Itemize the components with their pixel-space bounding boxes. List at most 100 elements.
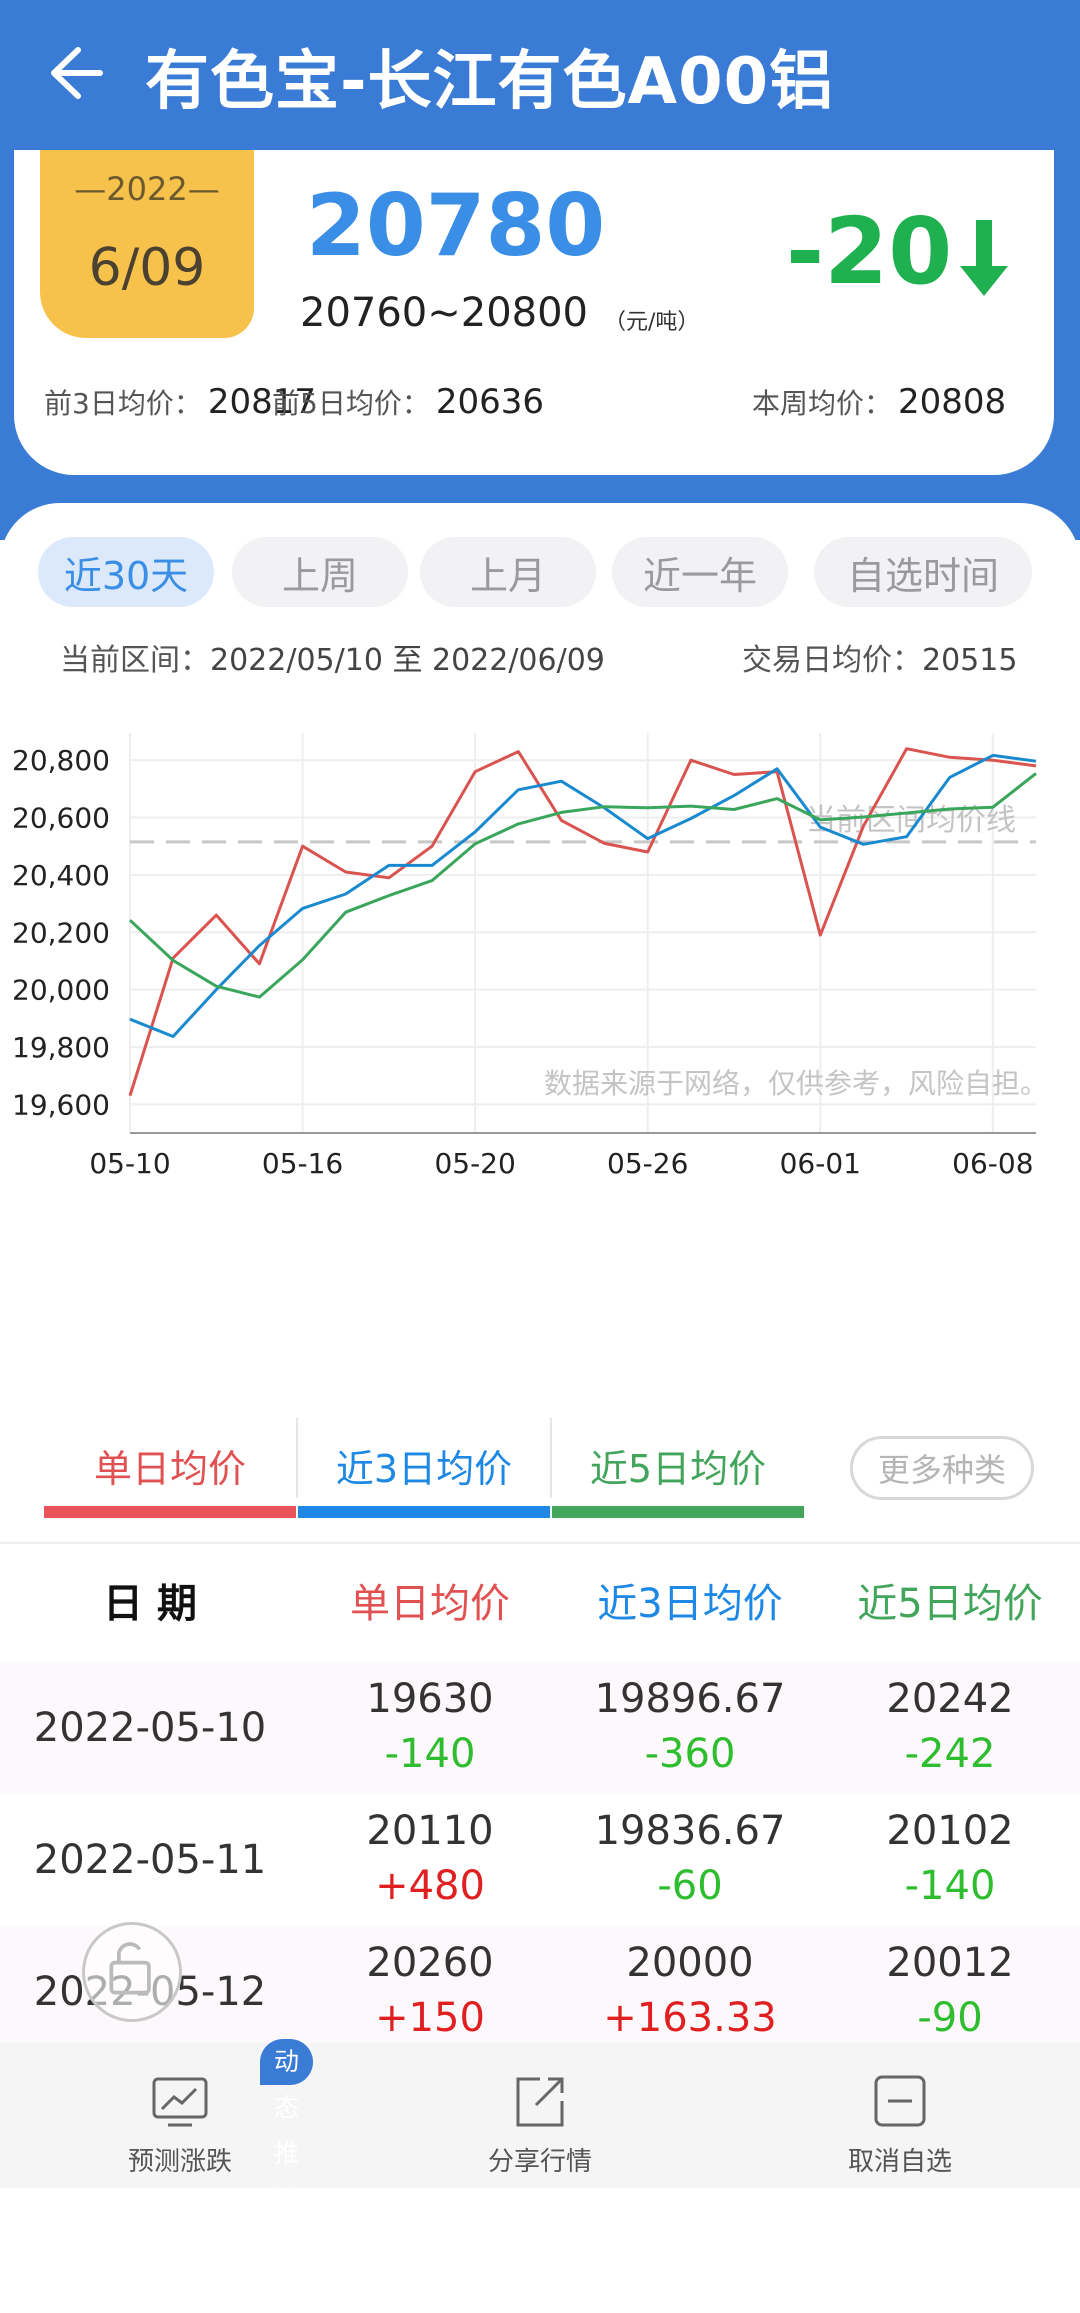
week-avg: 本周均价： 20808 [752,382,1006,422]
cell-3day: 19896.67 -360 [560,1672,820,1782]
avg5-label: 前5日均价： [272,387,430,420]
series-line-1 [129,753,1037,1038]
y-tick-label: 20,400 [12,859,110,892]
trading-avg-value: 20515 [922,643,1018,678]
predict-label: 预测涨跌 [127,2147,232,2177]
x-tick-label: 05-26 [607,1147,688,1180]
cell-change: -90 [917,1995,983,2041]
floating-widget-button[interactable] [82,1922,182,2022]
header-5day: 近5日均价 [857,1581,1043,1627]
share-button[interactable]: 分享行情 [420,2043,660,2188]
minus-square-icon [870,2071,930,2131]
divider [296,1418,298,1498]
predict-button[interactable]: 动态推算 预测涨跌 [60,2039,314,2214]
header-daily: 单日均价 [350,1581,510,1627]
y-tick-label: 20,000 [12,974,110,1007]
range-label: 当前区间： [60,643,210,678]
cell-change: -242 [904,1731,996,1777]
series-line-2 [128,772,1037,999]
legend-5day[interactable]: 近5日均价 [552,1418,804,1518]
header-date: 日 期 [103,1581,197,1627]
cell-daily: 20260 +150 [300,1936,560,2046]
tab-last-week[interactable]: 上周 [232,537,408,607]
cell-value: 20000 [626,1940,754,1986]
legend-5day-label: 近5日均价 [589,1447,767,1491]
cell-change: -360 [644,1731,736,1777]
chart-svg: 20,800 20,600 20,400 20,200 20,000 19,800 19,6… [12,733,1048,1180]
cell-change: +150 [375,1995,485,2041]
legend-5day-bar [552,1506,804,1518]
y-tick-label: 20,800 [12,744,110,777]
unfollow-button[interactable]: 取消自选 [780,2043,1020,2188]
cell-3day: 19836.67 -60 [560,1804,820,1914]
date-year: —2022— [74,170,220,208]
legend-3day-bar [298,1506,550,1518]
cell-3day: 20000 +163.33 [560,1936,820,2046]
bottom-toolbar: 动态推算 预测涨跌 分享行情 取消自选 [0,2039,1080,2214]
date-tag: —2022— 6/09 [40,150,254,338]
current-price: 20780 [306,176,606,276]
legend-3day[interactable]: 近3日均价 [298,1418,550,1518]
legend-daily[interactable]: 单日均价 [44,1418,296,1518]
price-unit: （元/吨） [604,310,700,335]
cell-value: 19836.67 [594,1808,786,1854]
date-month-day: 6/09 [88,238,206,298]
y-tick-label: 20,200 [12,916,110,949]
week-avg-value: 20808 [898,382,1007,422]
avg5-value: 20636 [435,382,544,422]
cell-value: 19630 [366,1676,494,1722]
range-value: 2022/05/10 至 2022/06/09 [210,643,605,678]
table-row: 2022-05-11 20110 +480 19836.67 -60 20102 -1… [0,1794,1080,1926]
series-line-0 [128,747,1037,1097]
cell-daily: 20110 +480 [300,1804,560,1914]
y-tick-label: 19,600 [12,1088,110,1121]
watermark-text: 数据来源于网络，仅供参考，风险自担。 [544,1067,1048,1100]
more-types-button[interactable]: 更多种类 [850,1436,1034,1500]
trading-avg: 交易日均价：20515 [742,635,1017,679]
unfollow-label: 取消自选 [847,2147,952,2177]
series-legend: 单日均价 近3日均价 近5日均价 [44,1418,804,1518]
price-card: —2022— 6/09 20780 20760~20800 （元/吨） -20 … [14,150,1054,475]
cell-value: 20110 [366,1808,494,1854]
avg3-value: 20817 [207,382,316,422]
cell-change: +163.33 [603,1995,777,2041]
row-date: 2022-05-10 [33,1705,267,1751]
legend-daily-bar [44,1506,296,1518]
dynamic-badge: 动态推算 [260,2039,314,2214]
cell-5day: 20242 -242 [820,1672,1080,1782]
price-range: 20760~20800 [300,290,589,336]
cell-value: 20012 [886,1940,1014,1986]
legend-3day-label: 近3日均价 [335,1447,513,1491]
period-tabs: 近30天 上周 上月 近一年 自选时间 [38,537,1048,607]
row-date: 2022-05-11 [33,1837,267,1883]
cell-5day: 20012 -90 [820,1936,1080,2046]
tab-last-year[interactable]: 近一年 [612,537,788,607]
cell-value: 20102 [886,1808,1014,1854]
tab-last-month[interactable]: 上月 [420,537,596,607]
x-tick-label: 05-10 [89,1147,170,1180]
divider [550,1418,552,1498]
week-avg-label: 本周均价： [752,387,893,420]
page-title: 有色宝-长江有色A00铝 [145,45,835,119]
cell-daily: 19630 -140 [300,1672,560,1782]
table-row: 2022-05-10 19630 -140 19896.67 -360 20242 -… [0,1662,1080,1794]
share-label: 分享行情 [487,2147,592,2177]
table-header: 日 期 单日均价 近3日均价 近5日均价 [0,1542,1080,1662]
cell-change: -60 [657,1863,723,1909]
cell-5day: 20102 -140 [820,1804,1080,1914]
table-row: 2022-05-12 20260+150 20000+163.33 20012-… [0,1926,1080,2043]
legend-daily-label: 单日均价 [93,1447,246,1491]
price-change: -20 [786,198,953,305]
tab-30-days[interactable]: 近30天 [38,537,214,607]
cell-value: 20260 [366,1940,494,1986]
cell-change: -140 [384,1731,476,1777]
y-tick-label: 20,600 [12,802,110,835]
back-arrow-icon[interactable] [38,38,108,108]
tab-custom-time[interactable]: 自选时间 [814,537,1032,607]
current-range: 当前区间：2022/05/10 至 2022/06/09 [60,635,605,679]
unlock-icon [109,1942,151,1995]
cell-value: 20242 [886,1676,1014,1722]
y-tick-label: 19,800 [12,1031,110,1064]
price-chart: 20,800 20,600 20,400 20,200 20,000 19,800 19,6… [0,713,1080,1213]
